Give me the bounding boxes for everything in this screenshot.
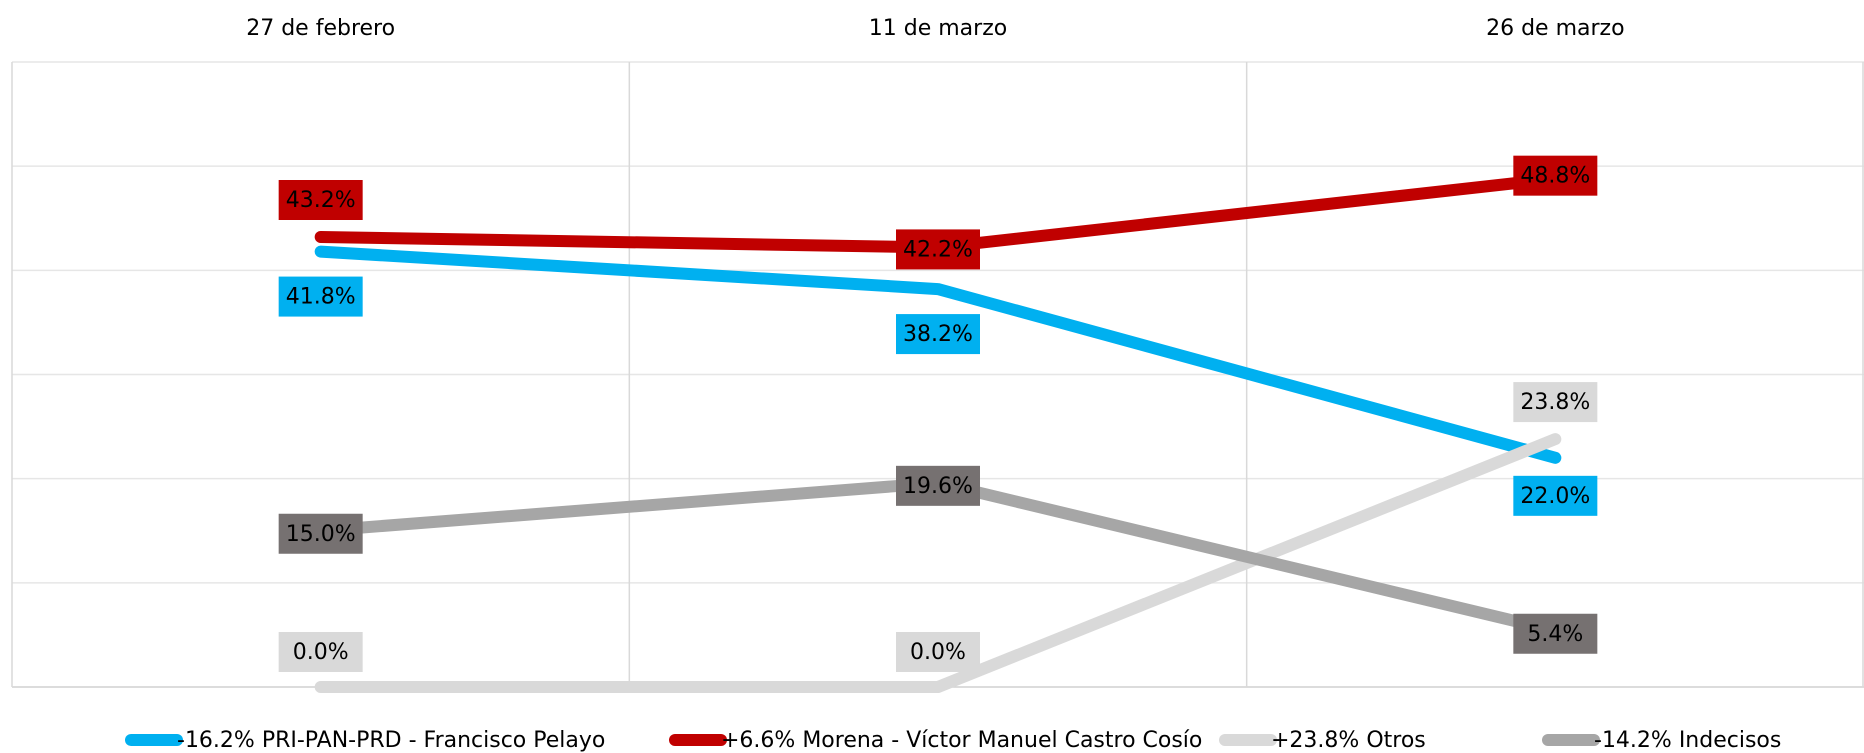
data-label-box bbox=[278, 513, 363, 554]
data-label-box bbox=[1513, 155, 1598, 196]
data-label: 15.0% bbox=[286, 522, 356, 547]
data-label: 23.8% bbox=[1520, 390, 1590, 415]
x-tick-label: 26 de marzo bbox=[1486, 16, 1624, 41]
data-label-box bbox=[896, 465, 980, 506]
data-label-box bbox=[278, 632, 363, 672]
data-label: 42.2% bbox=[903, 237, 973, 262]
data-label-box bbox=[896, 229, 980, 270]
data-label-box bbox=[896, 632, 980, 672]
legend-label: +6.6% Morena - Víctor Manuel Castro Cosí… bbox=[721, 728, 1202, 753]
data-label-box bbox=[1513, 382, 1598, 423]
data-label: 38.2% bbox=[903, 322, 973, 347]
data-label-box bbox=[278, 180, 363, 220]
x-tick-label: 11 de marzo bbox=[869, 16, 1007, 41]
data-label: 41.8% bbox=[286, 285, 356, 310]
data-label-box bbox=[1513, 475, 1598, 516]
series-line bbox=[314, 245, 1562, 464]
series-line bbox=[314, 433, 1562, 693]
data-label: 5.4% bbox=[1527, 622, 1583, 647]
data-label: 43.2% bbox=[286, 188, 356, 213]
data-label: 0.0% bbox=[293, 640, 349, 665]
legend-label: -16.2% PRI-PAN-PRD - Francisco Pelayo bbox=[177, 728, 605, 753]
legend-label: -14.2% Indecisos bbox=[1594, 728, 1781, 753]
x-tick-label: 27 de febrero bbox=[246, 16, 395, 41]
data-label: 19.6% bbox=[903, 474, 973, 499]
legend-label: +23.8% Otros bbox=[1271, 728, 1426, 753]
data-label: 48.8% bbox=[1520, 164, 1590, 189]
data-label-box bbox=[896, 314, 980, 355]
data-label-box bbox=[278, 276, 363, 317]
data-label-box bbox=[1513, 613, 1598, 654]
data-label: 22.0% bbox=[1520, 484, 1590, 509]
data-label: 0.0% bbox=[910, 640, 966, 665]
